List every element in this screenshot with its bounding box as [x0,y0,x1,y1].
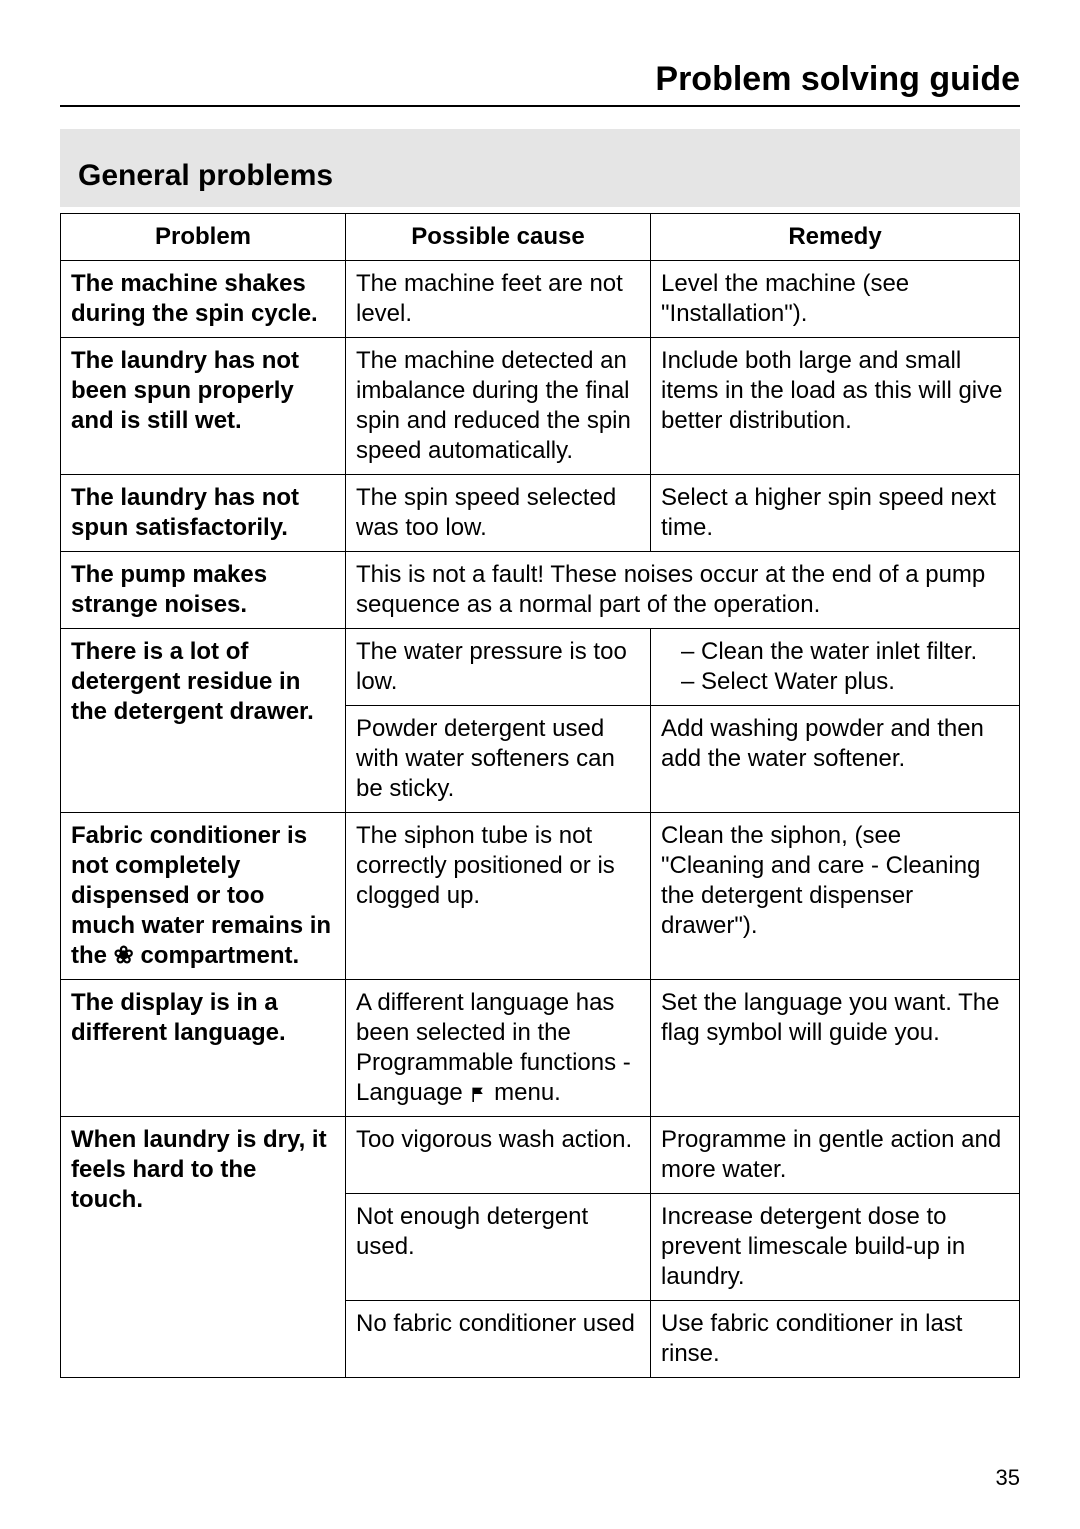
problem-cell: The pump makes strange noises. [61,552,346,629]
remedy-cell: Clean the water inlet filter. Select Wat… [651,629,1020,706]
merged-cell: This is not a fault! These noises occur … [346,552,1020,629]
cause-cell: Too vigorous wash action. [346,1117,651,1194]
remedy-cell: Set the language you want. The flag symb… [651,980,1020,1117]
problem-cell: When laundry is dry, it feels hard to th… [61,1117,346,1378]
remedy-cell: Include both large and small items in th… [651,338,1020,475]
cause-cell: The water pressure is too low. [346,629,651,706]
cause-cell: The machine feet are not level. [346,261,651,338]
cause-cell: No fabric conditioner used [346,1301,651,1378]
table-row: Fabric conditioner is not completely dis… [61,813,1020,980]
remedy-cell: Add washing powder and then add the wate… [651,706,1020,813]
table-row: The laundry has not been spun properly a… [61,338,1020,475]
title-rule [60,105,1020,107]
table-header-row: Problem Possible cause Remedy [61,214,1020,261]
table-row: The machine shakes during the spin cycle… [61,261,1020,338]
problem-cell: The display is in a different language. [61,980,346,1117]
remedy-cell: Increase detergent dose to prevent limes… [651,1194,1020,1301]
table-row: The display is in a different language. … [61,980,1020,1117]
remedy-cell: Clean the siphon, (see "Cleaning and car… [651,813,1020,980]
cause-cell: The spin speed selected was too low. [346,475,651,552]
cause-cell: Powder detergent used with water softene… [346,706,651,813]
remedy-cell: Select a higher spin speed next time. [651,475,1020,552]
col-header-remedy: Remedy [651,214,1020,261]
page-number: 35 [996,1465,1020,1491]
col-header-problem: Problem [61,214,346,261]
cause-text-post: menu. [494,1079,561,1106]
problem-cell: The laundry has not been spun properly a… [61,338,346,475]
problem-cell: The laundry has not spun satisfactorily. [61,475,346,552]
problem-cell: The machine shakes during the spin cycle… [61,261,346,338]
section-heading-box: General problems [60,129,1020,207]
remedy-cell: Use fabric conditioner in last rinse. [651,1301,1020,1378]
col-header-cause: Possible cause [346,214,651,261]
table-row: When laundry is dry, it feels hard to th… [61,1117,1020,1194]
page-title: Problem solving guide [60,60,1020,99]
table-row: The pump makes strange noises. This is n… [61,552,1020,629]
cause-cell: The siphon tube is not correctly positio… [346,813,651,980]
cause-cell: The machine detected an imbalance during… [346,338,651,475]
table-row: There is a lot of detergent residue in t… [61,629,1020,706]
problem-cell: There is a lot of detergent residue in t… [61,629,346,813]
remedy-cell: Programme in gentle action and more wate… [651,1117,1020,1194]
problem-cell: Fabric conditioner is not completely dis… [61,813,346,980]
cause-cell: Not enough detergent used. [346,1194,651,1301]
table-row: The laundry has not spun satisfactorily.… [61,475,1020,552]
page: Problem solving guide General problems P… [0,0,1080,1529]
flag-icon [469,1086,487,1102]
section-heading: General problems [78,159,1002,193]
remedy-list: Clean the water inlet filter. Select Wat… [661,637,1009,697]
remedy-item: Select Water plus. [681,667,1009,697]
problems-table: Problem Possible cause Remedy The machin… [60,213,1020,1378]
remedy-item: Clean the water inlet filter. [681,637,1009,667]
cause-cell: A different language has been selected i… [346,980,651,1117]
remedy-cell: Level the machine (see "Installation"). [651,261,1020,338]
